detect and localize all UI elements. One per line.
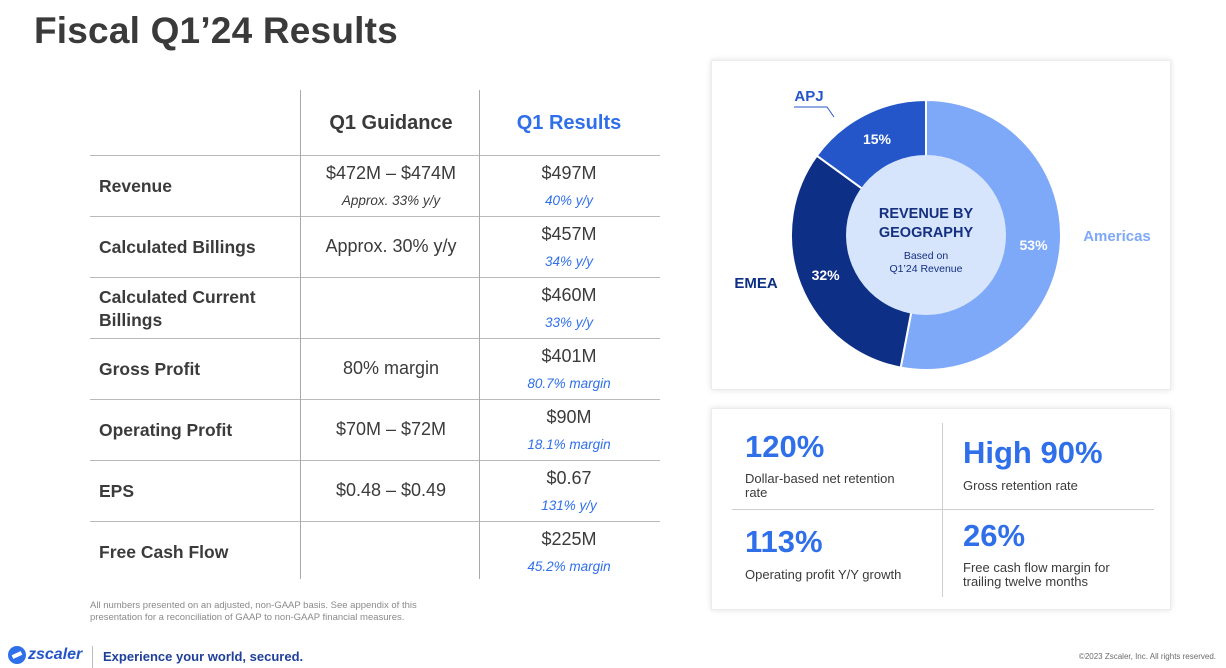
row-label: Gross Profit — [99, 359, 201, 379]
guidance-value: $472M – $474M — [325, 163, 457, 183]
revenue-donut-chart: REVENUE BY GEOGRAPHY Based on Q1’24 Reve… — [734, 88, 1151, 371]
slice-name-label: EMEA — [734, 275, 778, 292]
row-label: Free Cash Flow — [99, 542, 229, 562]
fcf-margin-value: 26% — [963, 518, 1026, 553]
result-value: $90M — [546, 407, 592, 427]
table-divider-1 — [300, 90, 301, 579]
chart-title-line1: REVENUE BY — [879, 206, 974, 222]
guidance-value: $70M – $72M — [335, 419, 447, 439]
result-value: $497M — [541, 163, 597, 183]
result-value: $0.67 — [546, 468, 592, 488]
metrics-card: 120% Dollar-based net retention rate Hig… — [711, 408, 1171, 610]
result-note: 80.7% margin — [527, 376, 611, 391]
col-guidance-header: Q1 Guidance — [329, 112, 453, 134]
guidance-note: Approx. 33% y/y — [341, 193, 441, 208]
slice-name-label: APJ — [794, 88, 823, 105]
zscaler-logo-icon — [8, 646, 26, 664]
table-row: EPS $0.48 – $0.49 $0.67 131% y/y — [90, 460, 660, 521]
result-value: $401M — [541, 346, 597, 366]
ndr-value: 120% — [745, 429, 825, 464]
table-header: Q1 Guidance Q1 Results — [90, 90, 621, 155]
grr-label: Gross retention rate — [963, 478, 1078, 493]
result-note: 40% y/y — [544, 193, 594, 208]
grr-value: High 90% — [963, 435, 1103, 470]
row-label: Calculated Current Billings — [99, 287, 256, 330]
table-row: Operating Profit $70M – $72M $90M 18.1% mar… — [90, 399, 660, 460]
table-row: Calculated Current Billings $460M 33% y/y — [90, 277, 660, 338]
chart-subtitle-line1: Based on — [904, 250, 949, 262]
chart-subtitle-line2: Q1’24 Revenue — [890, 263, 963, 275]
guidance-value: Approx. 30% y/y — [325, 236, 457, 256]
result-note: 45.2% margin — [527, 559, 611, 574]
table-divider-2 — [479, 90, 480, 579]
ndr-label: Dollar-based net retention rate — [745, 471, 895, 500]
row-label: Operating Profit — [99, 420, 233, 440]
guidance-value: $0.48 – $0.49 — [335, 480, 447, 500]
op-growth-value: 113% — [745, 524, 823, 559]
result-value: $225M — [541, 529, 597, 549]
chart-title-line2: GEOGRAPHY — [879, 225, 974, 241]
result-value: $457M — [541, 224, 597, 244]
row-label: Calculated Billings — [99, 237, 256, 257]
table-row: Revenue $472M – $474M Approx. 33% y/y $497M… — [90, 155, 660, 216]
row-label: Revenue — [99, 176, 172, 196]
zscaler-logo-text: zscaler — [28, 646, 83, 663]
slice-percent-label: 32% — [812, 267, 841, 283]
result-note: 131% y/y — [541, 498, 597, 513]
apj-leader-line — [794, 106, 835, 118]
result-note: 18.1% margin — [527, 437, 611, 452]
slice-percent-label: 15% — [863, 131, 892, 147]
fcf-margin-label: Free cash flow margin for trailing twelv… — [963, 560, 1110, 589]
slice-name-label: Americas — [1083, 228, 1151, 245]
result-value: $460M — [541, 285, 597, 305]
col-results-header: Q1 Results — [516, 112, 622, 134]
op-growth-label: Operating profit Y/Y growth — [745, 567, 902, 582]
guidance-value: 80% margin — [342, 358, 440, 378]
metrics-vertical-divider — [942, 423, 943, 597]
donut-center — [846, 155, 1006, 315]
footnote: All numbers presented on an adjusted, no… — [90, 600, 417, 623]
row-label: EPS — [99, 481, 135, 501]
tagline: Experience your world, secured. — [92, 646, 303, 668]
table-row: Free Cash Flow $225M 45.2% margin — [90, 521, 660, 582]
zscaler-logo: zscaler — [8, 646, 82, 664]
metrics-horizontal-divider — [732, 509, 1154, 510]
slice-percent-label: 53% — [1020, 237, 1049, 253]
table-row: Calculated Billings Approx. 30% y/y $457M 3… — [90, 216, 660, 277]
result-note: 34% y/y — [544, 254, 594, 269]
table-row: Gross Profit 80% margin $401M 80.7% margin — [90, 338, 660, 399]
result-note: 33% y/y — [544, 315, 594, 330]
revenue-geography-card: REVENUE BY GEOGRAPHY Based on Q1’24 Reve… — [711, 60, 1171, 390]
page-title: Fiscal Q1’24 Results — [34, 10, 398, 51]
copyright: ©2023 Zscaler, Inc. All rights reserved. — [1078, 652, 1216, 661]
